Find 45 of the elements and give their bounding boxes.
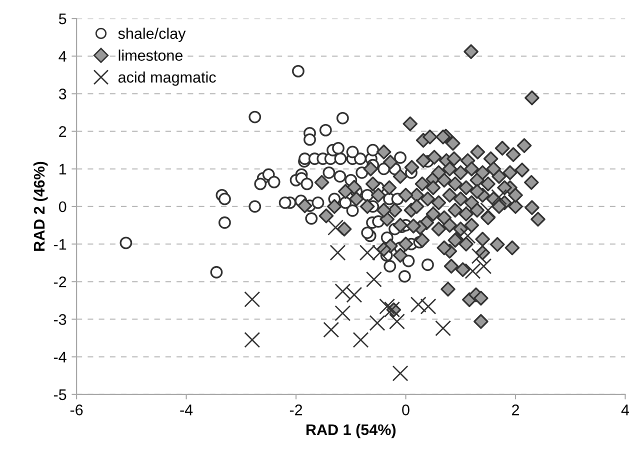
y-tick-label: 1 bbox=[60, 164, 66, 174]
point bbox=[435, 320, 452, 336]
legend-label: shale/clay bbox=[118, 28, 186, 42]
point bbox=[328, 220, 344, 236]
x-tick-label: 0 bbox=[402, 404, 410, 416]
y-tick-label: -2 bbox=[54, 276, 66, 288]
point bbox=[330, 244, 346, 261]
y-tick-label: 5 bbox=[58, 14, 66, 24]
x-tick-label: 4 bbox=[621, 404, 630, 416]
y-tick-label: -4 bbox=[54, 352, 66, 362]
y-tick-label: 3 bbox=[58, 88, 66, 100]
y-tick-label: -3 bbox=[54, 314, 66, 325]
point bbox=[480, 202, 496, 218]
point bbox=[420, 298, 436, 314]
point bbox=[464, 263, 481, 280]
point bbox=[323, 322, 340, 338]
point bbox=[379, 298, 396, 314]
point bbox=[392, 365, 408, 382]
point bbox=[366, 271, 382, 288]
y-tick-label: 4 bbox=[58, 51, 66, 62]
point bbox=[334, 283, 351, 300]
y-tick-label: 2 bbox=[59, 126, 66, 137]
point bbox=[369, 315, 386, 331]
point bbox=[471, 248, 488, 264]
point bbox=[460, 228, 476, 244]
x-tick-label: -2 bbox=[290, 404, 302, 416]
legend-label: limestone bbox=[118, 50, 183, 61]
point bbox=[389, 314, 405, 330]
point bbox=[244, 332, 260, 348]
point bbox=[410, 296, 426, 313]
point bbox=[334, 305, 351, 322]
y-tick-label: -1 bbox=[54, 239, 66, 250]
point bbox=[352, 332, 369, 348]
point bbox=[244, 291, 260, 308]
legend-label: acid magmatic bbox=[118, 71, 216, 86]
point bbox=[491, 189, 508, 206]
y-tick-label: -5 bbox=[54, 389, 66, 400]
x-tick-label: -4 bbox=[180, 404, 193, 416]
x-tick-label: 2 bbox=[512, 404, 519, 416]
y-axis-title: RAD 2 (46%) bbox=[33, 162, 48, 251]
point bbox=[476, 258, 492, 274]
point bbox=[346, 286, 362, 303]
x-axis-title: RAD 1 (54%) bbox=[306, 424, 396, 438]
y-tick-label: 0 bbox=[58, 201, 66, 212]
x-tick-label: -6 bbox=[70, 404, 83, 416]
